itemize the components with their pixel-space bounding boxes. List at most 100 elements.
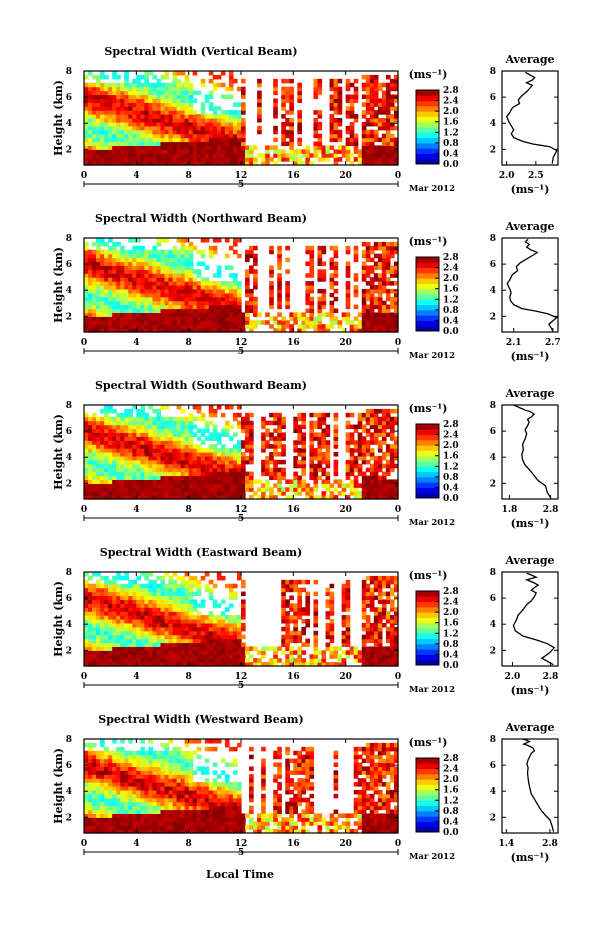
heatmap-cell	[220, 133, 226, 139]
heatmap-cell	[108, 90, 113, 96]
heatmap-cell	[84, 432, 89, 437]
y-tick-label: 4	[66, 286, 72, 296]
heatmap-cell	[140, 487, 145, 492]
heatmap-cell	[365, 149, 371, 154]
heatmap-cell	[188, 90, 194, 96]
heatmap-cell	[116, 662, 121, 667]
heatmap-cell	[273, 467, 278, 473]
heatmap-cell	[236, 654, 242, 659]
heatmap-cell	[377, 304, 383, 310]
heatmap-cell	[257, 118, 262, 123]
heatmap-cell	[224, 308, 230, 314]
heatmap-cell	[92, 495, 97, 500]
heatmap-cell	[160, 288, 166, 294]
heatmap-cell	[216, 495, 222, 500]
heatmap-cell	[220, 479, 226, 484]
heatmap-cell	[309, 412, 315, 418]
colorbar-step	[416, 127, 439, 133]
heatmap-cell	[369, 86, 375, 92]
heatmap-cell	[357, 157, 363, 162]
heatmap-cell	[124, 662, 129, 667]
heatmap-cell	[273, 125, 278, 131]
heatmap-cell	[228, 479, 234, 484]
heatmap-cell	[285, 98, 290, 103]
heatmap-cell	[176, 118, 182, 123]
heatmap-cell	[180, 479, 186, 484]
heatmap-cell	[313, 467, 319, 473]
heatmap-cell	[84, 265, 89, 270]
heatmap-cell	[116, 106, 121, 111]
heatmap-cell	[192, 591, 198, 597]
heatmap-cell	[172, 149, 178, 154]
heatmap-cell	[168, 634, 174, 640]
heatmap-cell	[148, 622, 154, 628]
heatmap-cell	[365, 245, 371, 251]
heatmap-cell	[160, 161, 166, 166]
heatmap-cell	[152, 619, 158, 624]
heatmap-cell	[309, 324, 315, 329]
heatmap-cell	[232, 121, 238, 127]
heatmap-cell	[333, 471, 339, 477]
x-tick-label: 12	[235, 171, 248, 181]
heatmap-cell	[176, 607, 182, 612]
heatmap-cell	[172, 285, 178, 290]
heatmap-cell	[144, 642, 150, 648]
heatmap-cell	[160, 125, 166, 131]
heatmap-cell	[349, 487, 355, 492]
heatmap-cell	[148, 253, 154, 259]
heatmap-cell	[261, 463, 266, 469]
chart-title: Spectral Width (Eastward Beam)	[100, 546, 302, 559]
heatmap-cell	[333, 129, 339, 135]
heatmap-cell	[156, 475, 162, 481]
heatmap-cell	[96, 285, 101, 290]
heatmap-cell	[180, 467, 186, 473]
heatmap-cell	[112, 658, 117, 663]
heatmap-cell	[220, 320, 226, 325]
heatmap-cell	[136, 74, 141, 80]
heatmap-cell	[120, 611, 125, 616]
heatmap-cell	[92, 281, 97, 286]
heatmap-cell	[92, 316, 97, 321]
heatmap-cell	[88, 149, 93, 154]
heatmap-cell	[369, 157, 375, 162]
heatmap-cell	[236, 161, 242, 166]
heatmap-cell	[116, 277, 121, 282]
heatmap-cell	[220, 412, 226, 418]
heatmap-cell	[96, 416, 101, 422]
heatmap-cell	[136, 479, 141, 484]
heatmap-cell	[216, 316, 222, 321]
heatmap-cell	[168, 658, 174, 663]
heatmap-cell	[152, 281, 158, 286]
heatmap-cell	[112, 424, 117, 430]
heatmap-cell	[144, 121, 150, 127]
heatmap-cell	[120, 475, 125, 481]
heatmap-cell	[249, 654, 254, 659]
heatmap-cell	[232, 292, 238, 298]
heatmap-cell	[112, 296, 117, 302]
day-label: 5	[238, 180, 244, 190]
heatmap-cell	[172, 491, 178, 496]
heatmap-cell	[132, 281, 137, 286]
colorbar-step	[416, 325, 439, 332]
heatmap-cell	[273, 110, 278, 115]
heatmap-cell	[128, 611, 133, 616]
heatmap-cell	[188, 452, 194, 457]
heatmap-cell	[200, 615, 206, 620]
heatmap-cell	[96, 137, 101, 143]
heatmap-cell	[172, 463, 178, 469]
heatmap-cell	[120, 634, 125, 640]
heatmap-cell	[257, 479, 262, 484]
heatmap-cell	[156, 277, 162, 282]
heatmap-cell	[112, 444, 117, 449]
heatmap-cell	[180, 654, 186, 659]
heatmap-cell	[156, 634, 162, 640]
heatmap-cell	[345, 261, 351, 267]
heatmap-cell	[313, 487, 319, 492]
heatmap-cell	[108, 137, 113, 143]
heatmap-cell	[156, 133, 162, 139]
heatmap-cell	[216, 615, 222, 620]
heatmap-cell	[241, 475, 246, 481]
heatmap-cell	[124, 428, 129, 434]
heatmap-cell	[124, 94, 129, 100]
heatmap-cell	[156, 157, 162, 162]
